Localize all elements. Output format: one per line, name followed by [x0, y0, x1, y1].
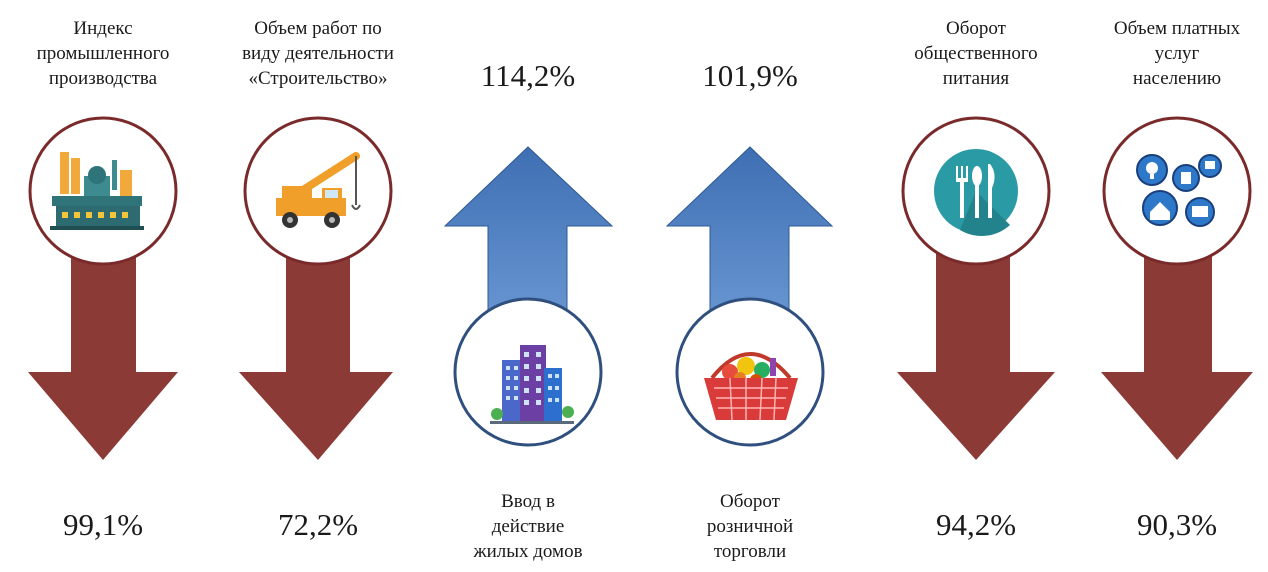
services-icon — [1136, 154, 1222, 227]
value-catering: 94,2% — [935, 507, 1017, 542]
value-construction: 72,2% — [277, 507, 359, 542]
shopping-basket-icon — [704, 352, 798, 421]
label-retail: Оборот розничной торговли — [706, 491, 794, 562]
label-services: Объем платных услуг населению — [1113, 18, 1241, 89]
icon-circle-services — [1102, 116, 1252, 266]
label-housing: Ввод в действие жилых домов — [473, 491, 583, 562]
value-retail: 101,9% — [702, 58, 798, 93]
buildings-icon — [490, 345, 574, 424]
down-arrow-industrial — [28, 250, 178, 460]
icon-circle-construction — [243, 116, 393, 266]
value-industrial: 99,1% — [62, 507, 144, 542]
down-arrow-catering — [897, 250, 1055, 460]
label-catering: Оборот общественного питания — [914, 18, 1038, 89]
label-industrial: Индекс промышленного производства — [36, 18, 170, 89]
factory-icon — [50, 152, 144, 230]
down-arrow-construction — [239, 250, 393, 460]
value-housing: 114,2% — [480, 58, 576, 93]
value-services: 90,3% — [1136, 507, 1218, 542]
down-arrow-services — [1101, 250, 1253, 460]
crane-truck-icon — [276, 152, 361, 228]
label-construction: Объем работ по виду деятельности «Строит… — [242, 18, 394, 89]
cutlery-icon — [934, 149, 1018, 237]
